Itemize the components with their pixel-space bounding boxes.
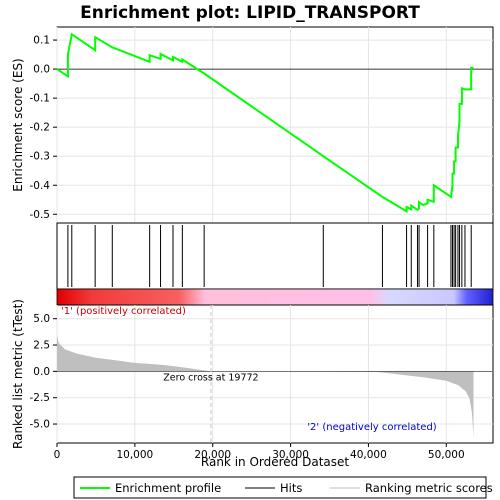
hits-panel bbox=[56, 222, 494, 306]
positive-label: '1' (positively correlated) bbox=[61, 306, 186, 317]
x-axis-label: Rank in Ordered Dataset bbox=[201, 455, 349, 469]
metric-panel: Zero cross at 19772 '1' (positively corr… bbox=[11, 299, 494, 449]
es-y-tick-label: 0.0 bbox=[33, 64, 50, 76]
chart-title: Enrichment plot: LIPID_TRANSPORT bbox=[80, 3, 420, 23]
es-y-tick-label: -0.4 bbox=[30, 180, 51, 192]
metric-y-tick-label: 2.5 bbox=[33, 340, 50, 352]
x-tick-label: 50,000 bbox=[428, 449, 465, 461]
es-y-tick-label: -0.1 bbox=[30, 93, 51, 105]
x-tick-label: 10,000 bbox=[116, 449, 153, 461]
enrichment-profile-line bbox=[56, 32, 474, 214]
metric-y-tick-label: 5.0 bbox=[33, 313, 50, 325]
es-y-tick-label: -0.2 bbox=[30, 122, 51, 134]
es-y-axis: 0.1 0.0 -0.1 -0.2 -0.3 -0.4 -0.5 bbox=[30, 35, 57, 221]
x-tick-label: 30,000 bbox=[272, 449, 309, 461]
rank-color-bar bbox=[56, 288, 494, 306]
es-y-axis-label: Enrichment score (ES) bbox=[11, 58, 25, 191]
metric-y-axis-label: Ranked list metric (tTest) bbox=[11, 299, 25, 449]
metric-y-tick-label: -5.0 bbox=[30, 419, 51, 431]
legend: Enrichment profile Hits Ranking metric s… bbox=[73, 476, 493, 499]
legend-metric-label: Ranking metric scores bbox=[365, 481, 493, 495]
x-tick-label: 0 bbox=[54, 449, 61, 461]
legend-hits-label: Hits bbox=[280, 481, 302, 495]
es-y-tick-label: -0.5 bbox=[30, 209, 51, 221]
x-tick-label: 20,000 bbox=[194, 449, 231, 461]
es-panel: 0.1 0.0 -0.1 -0.2 -0.3 -0.4 -0.5 Enrichment sc… bbox=[11, 26, 494, 224]
legend-enrichment-label: Enrichment profile bbox=[115, 481, 221, 495]
negative-label: '2' (negatively correlated) bbox=[307, 422, 436, 433]
metric-y-axis: 5.0 2.5 0.0 -2.5 -5.0 bbox=[30, 313, 57, 431]
metric-y-tick-label: -2.5 bbox=[30, 392, 51, 404]
es-grid bbox=[56, 27, 493, 223]
x-tick-label: 40,000 bbox=[350, 449, 387, 461]
metric-y-tick-label: 0.0 bbox=[33, 366, 50, 378]
zero-cross-label: Zero cross at 19772 bbox=[163, 372, 258, 383]
es-panel-frame bbox=[56, 26, 494, 224]
es-y-tick-label: 0.1 bbox=[33, 35, 50, 47]
legend-box bbox=[73, 476, 487, 499]
x-axis: 0 10,000 20,000 30,000 40,000 50,000 bbox=[54, 443, 465, 461]
es-y-tick-label: -0.3 bbox=[30, 151, 51, 163]
hits-markers bbox=[67, 225, 472, 287]
